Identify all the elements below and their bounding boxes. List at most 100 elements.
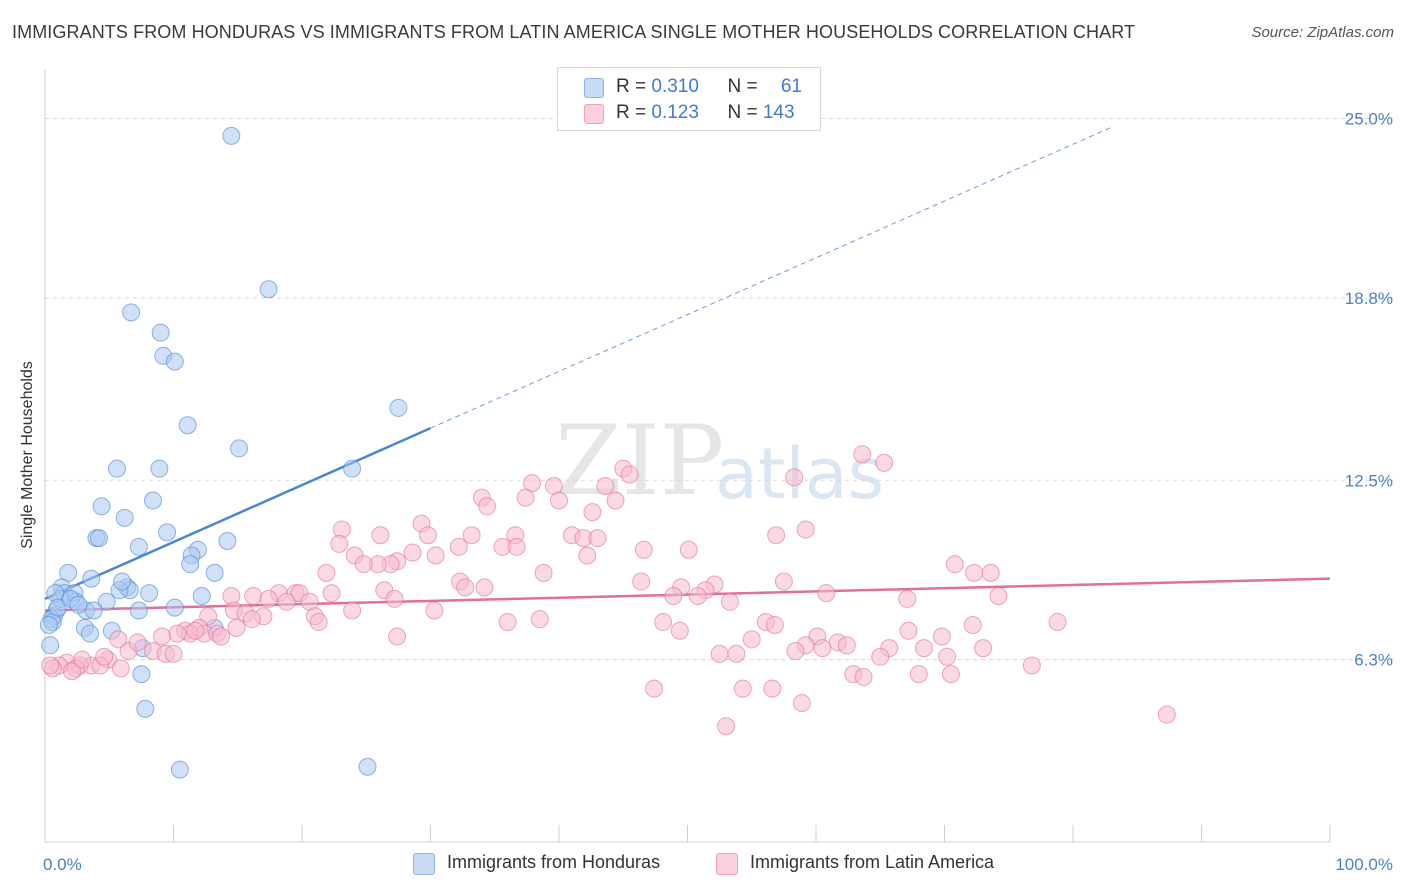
axes (44, 70, 1331, 843)
point-latin-america (62, 662, 81, 681)
point-honduras (140, 584, 159, 603)
point-latin-america (152, 627, 171, 646)
legend-n-label: N = (727, 102, 763, 123)
point-latin-america (981, 563, 1000, 582)
point-honduras (113, 572, 132, 591)
point-latin-america (688, 587, 707, 606)
point-latin-america (620, 465, 639, 484)
watermark-zip: ZIP (555, 405, 725, 517)
point-latin-america (1157, 705, 1176, 724)
legend-r-value: 0.123 (651, 102, 699, 123)
point-latin-america (244, 587, 263, 606)
point-honduras (129, 537, 148, 556)
point-latin-america (853, 445, 872, 464)
point-honduras (192, 587, 211, 606)
y-tick-label: 25.0% (1345, 110, 1393, 129)
point-latin-america (507, 537, 526, 556)
point-latin-america (909, 665, 928, 684)
point-latin-america (989, 587, 1008, 606)
point-latin-america (765, 615, 784, 634)
point-latin-america (974, 639, 993, 658)
legend-r-label: R = (616, 102, 652, 123)
legend-n-value: 143 (762, 102, 795, 123)
point-latin-america (403, 543, 422, 562)
point-honduras (84, 601, 103, 620)
point-latin-america (73, 650, 92, 669)
legend-swatch-honduras (584, 78, 604, 98)
point-latin-america (462, 526, 481, 545)
point-latin-america (654, 613, 673, 632)
point-latin-america (242, 610, 261, 629)
point-latin-america (478, 497, 497, 516)
x-tick-label-max: 100.0% (1335, 855, 1393, 874)
point-honduras (158, 523, 177, 542)
point-latin-america (596, 477, 615, 496)
legend-r-value: 0.310 (651, 76, 699, 97)
correlation-legend: R = 0.310 N = 61 R = 0.123 N = 143 (557, 67, 821, 131)
point-honduras (107, 459, 126, 478)
point-latin-america (371, 526, 390, 545)
legend-n-value: 61 (780, 76, 802, 97)
bottom-legend-swatch-latin-america (716, 853, 738, 875)
point-latin-america (742, 630, 761, 649)
point-latin-america (720, 592, 739, 611)
point-latin-america (425, 601, 444, 620)
point-latin-america (354, 555, 373, 574)
point-latin-america (645, 679, 664, 698)
point-latin-america (727, 644, 746, 663)
point-latin-america (530, 610, 549, 629)
y-tick-label: 18.8% (1345, 289, 1393, 308)
y-tick-label: 6.3% (1354, 651, 1393, 670)
point-latin-america (914, 639, 933, 658)
point-latin-america (796, 520, 815, 539)
point-latin-america (128, 633, 147, 652)
point-latin-america (164, 644, 183, 663)
point-latin-america (634, 540, 653, 559)
point-honduras (132, 665, 151, 684)
point-latin-america (186, 621, 205, 640)
chart-title: IMMIGRANTS FROM HONDURAS VS IMMIGRANTS F… (12, 22, 1136, 42)
tick-labels: 6.3% 12.5% 18.8% 25.0% 0.0% 100.0% (43, 110, 1393, 874)
point-honduras (218, 532, 237, 551)
point-latin-america (212, 627, 231, 646)
point-honduras (358, 757, 377, 776)
point-latin-america (871, 647, 890, 666)
point-latin-america (516, 488, 535, 507)
trend-lines (44, 126, 1331, 612)
point-latin-america (343, 601, 362, 620)
point-latin-america (786, 642, 805, 660)
point-honduras (115, 508, 134, 527)
point-latin-america (965, 563, 984, 582)
point-latin-america (578, 546, 597, 565)
legend-n-label: N = (727, 76, 763, 97)
point-honduras (150, 459, 169, 478)
point-latin-america (550, 491, 568, 510)
point-latin-america (534, 563, 553, 582)
point-honduras (343, 459, 362, 478)
point-latin-america (456, 578, 475, 597)
point-latin-america (388, 627, 407, 646)
point-honduras (97, 592, 116, 611)
point-honduras (165, 598, 184, 617)
point-honduras (151, 323, 170, 342)
point-honduras (129, 601, 148, 620)
point-latin-america (670, 621, 689, 640)
bottom-legend-label-honduras: Immigrants from Honduras (447, 852, 661, 872)
source-label: Source: ZipAtlas.com (1251, 24, 1394, 41)
point-latin-america (938, 647, 957, 666)
legend-r-label: R = (616, 76, 652, 97)
point-latin-america (426, 546, 445, 565)
point-latin-america (717, 717, 736, 736)
point-latin-america (763, 679, 782, 698)
point-latin-america (227, 618, 246, 637)
point-latin-america (963, 615, 982, 634)
point-latin-america (875, 453, 894, 472)
point-honduras (230, 439, 249, 458)
point-latin-america (813, 639, 832, 658)
point-latin-america (259, 589, 278, 608)
series-latin-america-points (41, 445, 1176, 736)
point-latin-america (785, 468, 804, 487)
point-latin-america (854, 668, 873, 687)
point-latin-america (330, 534, 349, 553)
